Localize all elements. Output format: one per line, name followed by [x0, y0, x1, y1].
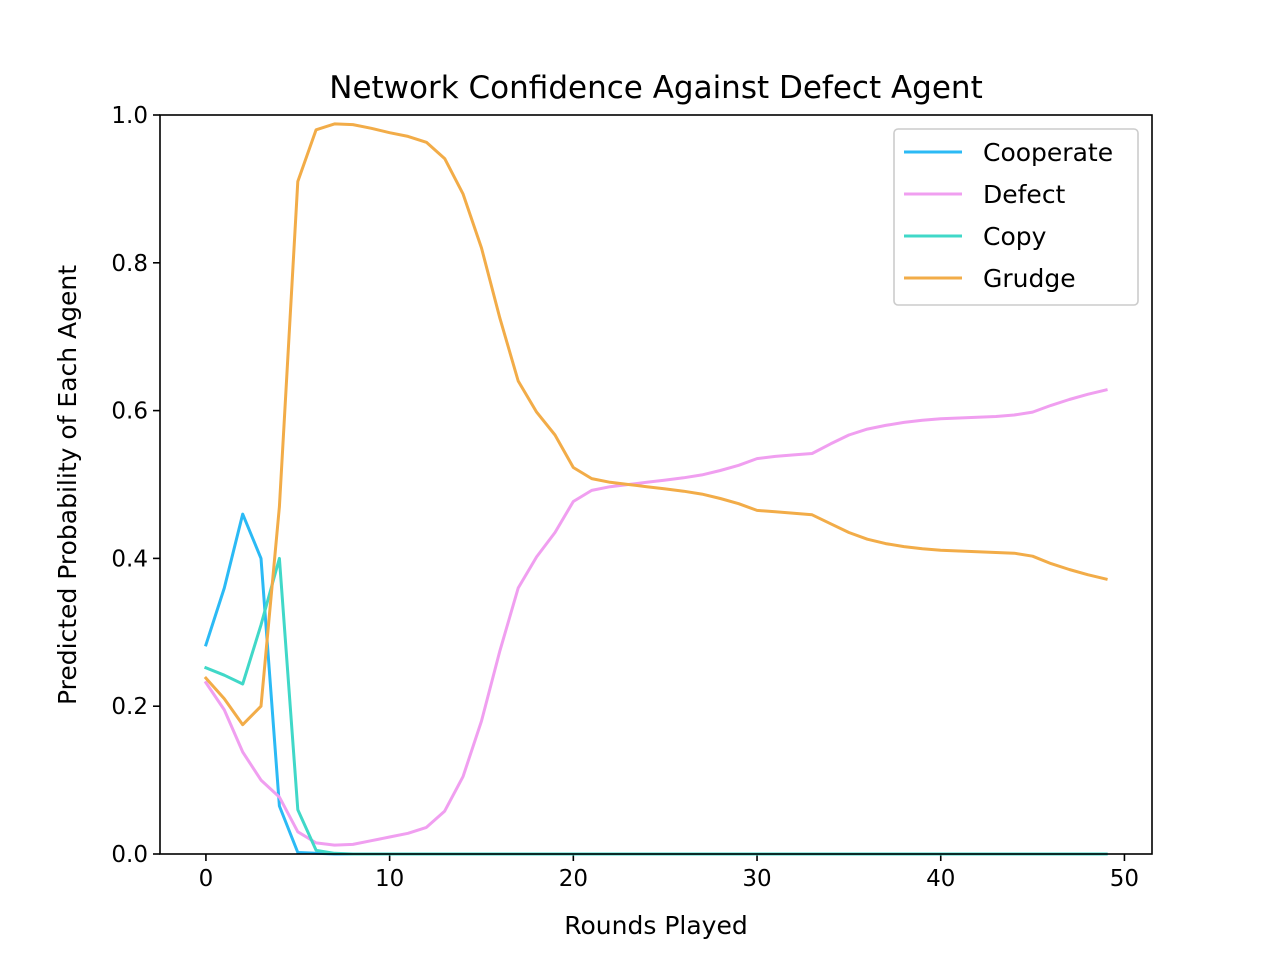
x-tick-label: 50 — [1110, 866, 1139, 892]
x-axis-label: Rounds Played — [564, 911, 747, 940]
x-tick-label: 0 — [199, 866, 214, 892]
legend-box — [893, 128, 1139, 306]
y-tick-label: 1.0 — [111, 103, 148, 129]
x-tick-label: 40 — [926, 866, 955, 892]
y-tick-label: 0.8 — [111, 251, 148, 277]
series-line-copy — [203, 556, 1108, 856]
legend-label-defect: Defect — [983, 180, 1066, 209]
y-tick-label: 0.0 — [111, 842, 148, 868]
y-tick-label: 0.4 — [111, 546, 148, 572]
y-tick-label: 0.2 — [111, 694, 148, 720]
legend-label-cooperate: Cooperate — [983, 138, 1113, 167]
series-line-cooperate — [204, 512, 1108, 856]
chart-title: Network Confidence Against Defect Agent — [329, 70, 982, 106]
y-tick-label: 0.6 — [111, 399, 148, 425]
x-tick-label: 30 — [742, 866, 771, 892]
series-line-grudge — [203, 122, 1108, 727]
series-line-defect — [203, 388, 1108, 847]
legend: Cooperate Defect Copy Grudge — [893, 128, 1139, 306]
x-tick-label: 20 — [559, 866, 588, 892]
legend-label-copy: Copy — [983, 222, 1047, 251]
plot-frame — [159, 114, 1153, 855]
axis-ticks: 0 10 20 30 40 50 0.0 0.2 0.4 0.6 0.8 1.0 — [111, 103, 1139, 892]
legend-label-grudge: Grudge — [983, 264, 1076, 293]
x-tick-label: 10 — [375, 866, 404, 892]
y-axis-label: Predicted Probability of Each Agent — [53, 265, 82, 705]
